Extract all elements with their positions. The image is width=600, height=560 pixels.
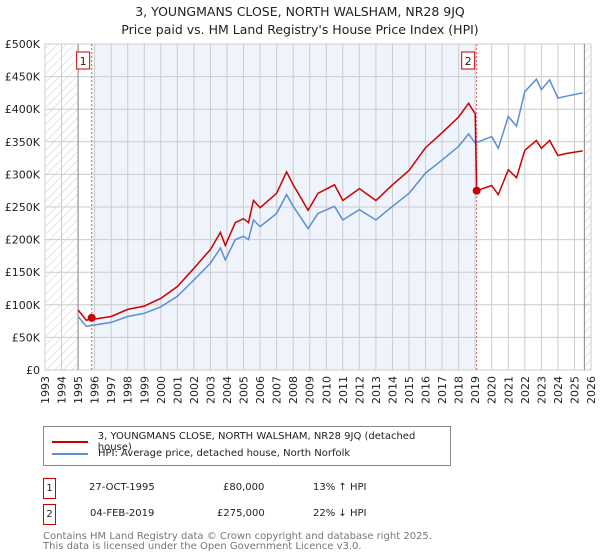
x-tick-label: 2024 bbox=[552, 376, 565, 404]
x-tick-label: 2000 bbox=[155, 376, 168, 404]
x-tick-label: 2012 bbox=[353, 376, 366, 404]
x-tick-label: 2016 bbox=[420, 376, 433, 404]
x-tick-label: 2002 bbox=[188, 376, 201, 404]
x-tick-label: 2019 bbox=[469, 376, 482, 404]
x-tick-label: 2003 bbox=[204, 376, 217, 404]
x-tick-label: 2013 bbox=[370, 376, 383, 404]
sale-date: 27-OCT-1995 bbox=[89, 482, 155, 493]
chart-title: 3, YOUNGMANS CLOSE, NORTH WALSHAM, NR28 … bbox=[135, 4, 465, 19]
x-tick-label: 2001 bbox=[171, 376, 184, 404]
y-tick-label: £300K bbox=[5, 168, 41, 181]
x-tick-label: 2006 bbox=[254, 376, 267, 404]
sale-point bbox=[87, 313, 96, 322]
sale-annotation-label: 2 bbox=[465, 55, 472, 68]
y-tick-label: £250K bbox=[5, 201, 41, 214]
legend: 3, YOUNGMANS CLOSE, NORTH WALSHAM, NR28 … bbox=[43, 426, 451, 466]
legend-swatch-property bbox=[52, 441, 88, 443]
sale-price: £80,000 bbox=[223, 482, 265, 493]
x-tick-label: 2005 bbox=[238, 376, 251, 404]
x-tick-label: 2008 bbox=[287, 376, 300, 404]
legend-swatch-hpi bbox=[52, 452, 88, 455]
chart-subtitle: Price paid vs. HM Land Registry's House … bbox=[121, 22, 479, 37]
sale-date: 04-FEB-2019 bbox=[90, 508, 155, 519]
x-tick-label: 2011 bbox=[337, 376, 350, 404]
x-tick-label: 2014 bbox=[386, 376, 399, 404]
sale-row: 1 27-OCT-1995 £80,000 13% ↑ HPI bbox=[43, 478, 463, 499]
sale-point bbox=[472, 186, 481, 195]
x-tick-label: 2022 bbox=[519, 376, 532, 404]
x-tick-label: 1994 bbox=[56, 376, 69, 404]
legend-label-property: 3, YOUNGMANS CLOSE, NORTH WALSHAM, NR28 … bbox=[97, 431, 416, 453]
footer-licence: This data is licensed under the Open Gov… bbox=[43, 541, 362, 552]
hpi-line bbox=[77, 77, 583, 328]
x-tick-label: 2015 bbox=[403, 376, 416, 404]
sale-annotation-label: 1 bbox=[80, 55, 87, 68]
y-tick-label: £350K bbox=[5, 136, 41, 149]
sale-marker-badge: 2 bbox=[43, 504, 56, 525]
legend-label-hpi: HPI: Average price, detached house, Nort… bbox=[98, 448, 351, 459]
y-tick-label: £150K bbox=[5, 266, 41, 279]
x-tick-label: 2018 bbox=[453, 376, 466, 404]
x-tick-label: 2009 bbox=[304, 376, 317, 404]
y-tick-label: £200K bbox=[5, 234, 41, 247]
sale-marker-badge: 1 bbox=[43, 478, 56, 499]
sale-hpi-diff: 22% ↓ HPI bbox=[313, 508, 367, 519]
x-tick-label: 1997 bbox=[105, 376, 118, 404]
x-tick-label: 2007 bbox=[271, 376, 284, 404]
property-price-line bbox=[77, 101, 583, 322]
x-tick-label: 2023 bbox=[535, 376, 548, 404]
x-tick-label: 2020 bbox=[486, 376, 499, 404]
sale-hpi-diff: 13% ↑ HPI bbox=[313, 482, 367, 493]
sale-annotation-box bbox=[461, 51, 476, 70]
y-tick-label: £500K bbox=[5, 38, 41, 51]
y-tick-label: £0 bbox=[26, 364, 40, 377]
x-tick-label: 1993 bbox=[39, 376, 52, 404]
sale-annotation-box bbox=[76, 51, 91, 70]
x-tick-label: 1996 bbox=[89, 376, 102, 404]
x-tick-label: 2004 bbox=[221, 376, 234, 404]
y-tick-label: £50K bbox=[12, 331, 41, 344]
y-tick-label: £100K bbox=[5, 299, 41, 312]
sale-row: 2 04-FEB-2019 £275,000 22% ↓ HPI bbox=[43, 504, 463, 525]
footer-copyright: Contains HM Land Registry data © Crown c… bbox=[43, 531, 432, 542]
x-tick-label: 1995 bbox=[72, 376, 85, 404]
plot-area: 1993 1994 1995 1996 1997 1998 1999 2000 2001 2002… bbox=[5, 38, 598, 404]
x-tick-label: 1999 bbox=[138, 376, 151, 404]
x-tick-label: 1998 bbox=[122, 376, 135, 404]
x-tick-label: 2026 bbox=[585, 376, 598, 404]
sale-price: £275,000 bbox=[217, 508, 265, 519]
x-tick-label: 2021 bbox=[502, 376, 515, 404]
y-tick-label: £450K bbox=[5, 71, 41, 84]
x-tick-label: 2017 bbox=[436, 376, 449, 404]
y-tick-label: £400K bbox=[5, 103, 41, 116]
x-tick-label: 2025 bbox=[568, 376, 581, 404]
x-tick-label: 2010 bbox=[320, 376, 333, 404]
